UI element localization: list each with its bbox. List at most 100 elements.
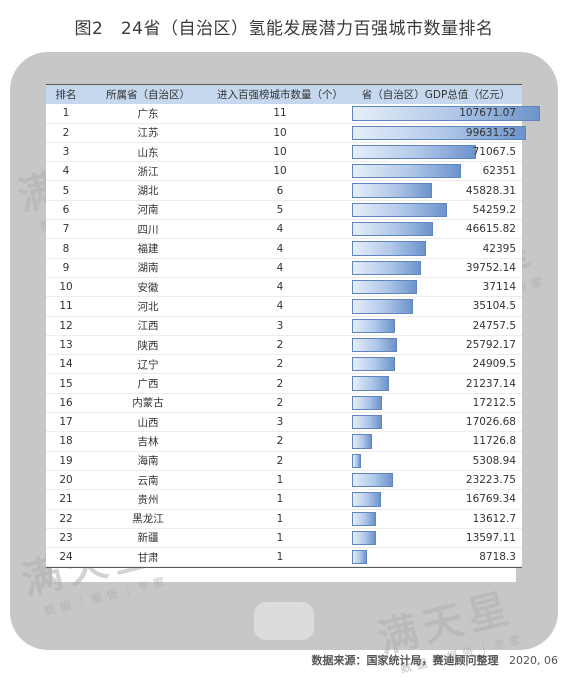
count-cell: 4	[210, 297, 350, 317]
province-cell: 浙江	[86, 162, 210, 182]
province-cell: 辽宁	[86, 355, 210, 375]
gdp-value-label: 37114	[482, 281, 516, 294]
gdp-cell: 35104.5	[350, 297, 522, 317]
count-cell: 1	[210, 548, 350, 568]
gdp-cell: 99631.52	[350, 124, 526, 143]
rank-cell: 19	[46, 452, 86, 471]
rank-cell: 21	[46, 490, 86, 510]
gdp-value-label: 99631.52	[465, 126, 516, 139]
source-date: 2020, 06	[509, 654, 558, 667]
rank-cell: 16	[46, 394, 86, 414]
gdp-bar	[352, 376, 390, 391]
gdp-cell: 13612.7	[350, 510, 522, 529]
gdp-bar	[352, 222, 434, 237]
rank-cell: 24	[46, 548, 86, 568]
rank-cell: 11	[46, 297, 86, 317]
count-cell: 2	[210, 432, 350, 452]
gdp-bar	[352, 550, 368, 565]
gdp-bar	[352, 492, 382, 507]
gdp-cell: 21237.14	[350, 374, 522, 394]
gdp-cell: 62351	[350, 162, 522, 182]
rank-cell: 12	[46, 317, 86, 336]
province-cell: 四川	[86, 220, 210, 240]
gdp-value-label: 39752.14	[465, 261, 516, 274]
gdp-value-label: 54259.2	[472, 203, 516, 216]
count-cell: 1	[210, 471, 350, 491]
count-cell: 2	[210, 452, 350, 471]
gdp-cell: 54259.2	[350, 201, 522, 221]
gdp-bar	[352, 472, 393, 488]
gdp-cell: 16769.34	[350, 490, 522, 510]
gdp-value-label: 71067.5	[472, 146, 516, 159]
gdp-cell: 11726.8	[350, 432, 522, 452]
gdp-value-label: 62351	[482, 165, 516, 178]
province-cell: 新疆	[86, 529, 210, 549]
rank-cell: 4	[46, 162, 86, 182]
rank-cell: 13	[46, 336, 86, 356]
gdp-bar	[352, 337, 398, 353]
count-cell: 10	[210, 124, 350, 143]
gdp-cell: 37114	[350, 278, 522, 298]
province-cell: 江西	[86, 317, 210, 336]
gdp-value-label: 35104.5	[472, 300, 516, 313]
province-cell: 湖北	[86, 181, 210, 201]
province-cell: 贵州	[86, 490, 210, 510]
gdp-bar	[352, 357, 396, 372]
gdp-value-label: 25792.17	[465, 339, 516, 351]
header-count: 进入百强榜城市数量（个）	[210, 85, 350, 105]
rank-cell: 20	[46, 471, 86, 491]
count-cell: 4	[210, 239, 350, 259]
count-cell: 3	[210, 413, 350, 433]
chart-title: 图2 24省（自治区）氢能发展潜力百强城市数量排名	[74, 19, 494, 39]
count-cell: 5	[210, 201, 350, 221]
count-cell: 6	[210, 181, 350, 201]
gdp-cell: 24909.5	[350, 355, 522, 375]
gdp-value-label: 46615.82	[465, 223, 516, 236]
count-cell: 3	[210, 317, 350, 336]
province-cell: 江苏	[86, 124, 210, 143]
rank-cell: 18	[46, 432, 86, 452]
province-cell: 黑龙江	[86, 510, 210, 529]
gdp-cell: 17026.68	[350, 413, 522, 433]
province-cell: 内蒙古	[86, 394, 210, 414]
gdp-bar	[352, 511, 376, 526]
rank-cell: 7	[46, 220, 86, 240]
gdp-value-label: 24757.5	[472, 319, 516, 332]
gdp-value-label: 13612.7	[472, 512, 516, 525]
gdp-cell: 17212.5	[350, 394, 522, 414]
gdp-value-label: 42395	[482, 242, 516, 255]
gdp-value-label: 107671.07	[459, 107, 516, 120]
gdp-value-label: 45828.31	[465, 184, 516, 197]
gdp-bar	[352, 241, 427, 256]
province-cell: 福建	[86, 239, 210, 259]
rank-cell: 23	[46, 529, 86, 549]
gdp-cell: 5308.94	[350, 452, 522, 471]
gdp-bar	[352, 434, 373, 449]
gdp-value-label: 23223.75	[465, 474, 516, 487]
count-cell: 10	[210, 143, 350, 163]
rank-cell: 15	[46, 374, 86, 394]
gdp-value-label: 21237.14	[465, 377, 516, 390]
gdp-cell: 46615.82	[350, 220, 522, 240]
header-gdp: 省（自治区）GDP总值（亿元）	[350, 85, 522, 105]
gdp-bar	[352, 125, 526, 140]
province-cell: 海南	[86, 452, 210, 471]
province-cell: 云南	[86, 471, 210, 491]
gdp-bar	[352, 183, 433, 198]
province-cell: 甘肃	[86, 548, 210, 568]
rank-cell: 22	[46, 510, 86, 529]
gdp-cell: 23223.75	[350, 471, 522, 491]
province-cell: 广东	[86, 104, 210, 124]
gdp-bar	[352, 299, 414, 314]
gdp-bar	[352, 106, 540, 121]
header-rank: 排名	[46, 85, 86, 105]
count-cell: 2	[210, 355, 350, 375]
gdp-value-label: 5308.94	[472, 454, 516, 467]
source-note: 数据来源：国家统计局，赛迪顾问整理 2020, 06	[312, 652, 558, 668]
rank-cell: 3	[46, 143, 86, 163]
count-cell: 4	[210, 220, 350, 240]
gdp-cell: 45828.31	[350, 181, 522, 201]
rank-cell: 5	[46, 181, 86, 201]
gdp-bar	[352, 415, 382, 430]
province-cell: 山东	[86, 143, 210, 163]
